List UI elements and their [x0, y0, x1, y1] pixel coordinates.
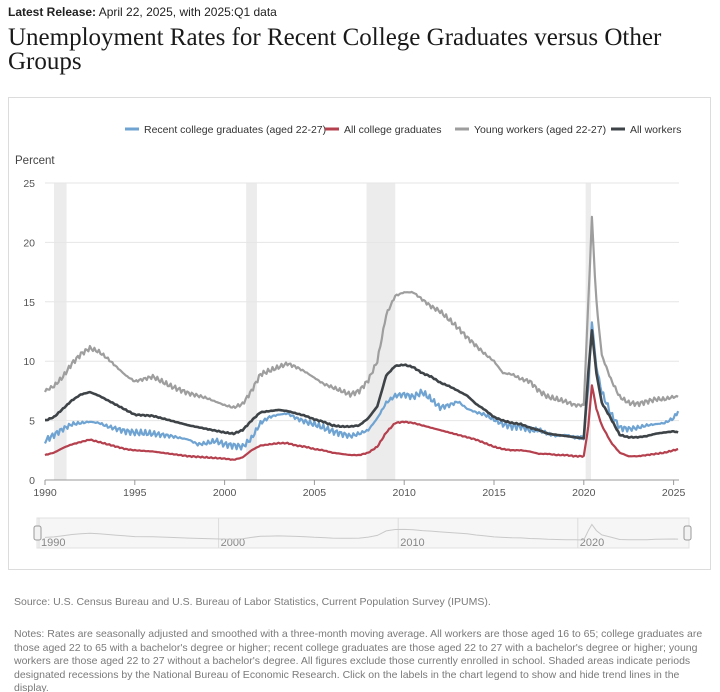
- series-line-3: [45, 329, 679, 440]
- navigator-tick-label-2010: 2010: [400, 537, 424, 549]
- x-tick-label-2005: 2005: [303, 487, 327, 499]
- y-tick-label-25: 25: [23, 178, 35, 190]
- y-tick-label-10: 10: [23, 356, 35, 368]
- x-tick-label-1995: 1995: [123, 487, 147, 499]
- release-label: Latest Release:: [8, 5, 97, 19]
- recession-band-1: [246, 183, 257, 480]
- y-tick-label-0: 0: [29, 475, 35, 487]
- series-line-1: [44, 384, 679, 461]
- navigator-tick-label-1990: 1990: [41, 537, 65, 549]
- y-axis-label: Percent: [15, 155, 55, 167]
- y-tick-label-5: 5: [29, 416, 35, 428]
- x-tick-label-2025: 2025: [662, 487, 686, 499]
- x-tick-label-1990: 1990: [33, 487, 57, 499]
- page-title: Unemployment Rates for Recent College Gr…: [8, 24, 662, 75]
- release-text: April 22, 2025, with 2025:Q1 data: [98, 5, 277, 19]
- legend-item-3[interactable]: All workers: [630, 124, 681, 136]
- x-tick-label-2000: 2000: [213, 487, 237, 499]
- navigator-tick-label-2020: 2020: [580, 537, 604, 549]
- x-tick-label-2010: 2010: [393, 487, 417, 499]
- series-line-2: [44, 215, 679, 409]
- y-tick-label-15: 15: [23, 297, 35, 309]
- navigator-series: [44, 523, 679, 541]
- legend-item-1[interactable]: All college graduates: [344, 124, 441, 136]
- navigator-handle-right[interactable]: [683, 525, 692, 541]
- recession-band-2: [366, 183, 396, 480]
- x-tick-label-2015: 2015: [482, 487, 506, 499]
- navigator-tick-label-2000: 2000: [221, 537, 245, 549]
- navigator-handle-left[interactable]: [33, 525, 42, 541]
- recession-band-0: [53, 183, 67, 480]
- release-line: Latest Release: April 22, 2025, with 202…: [8, 5, 277, 19]
- legend-item-2[interactable]: Young workers (aged 22-27): [474, 124, 606, 136]
- source-note: Source: U.S. Census Bureau and U.S. Bure…: [14, 596, 491, 608]
- recession-band-3: [585, 183, 591, 480]
- x-tick-label-2020: 2020: [572, 487, 596, 499]
- notes: Notes: Rates are seasonally adjusted and…: [14, 628, 703, 692]
- legend-item-0[interactable]: Recent college graduates (aged 22-27): [144, 124, 326, 136]
- y-tick-label-20: 20: [23, 237, 35, 249]
- chart-panel: 0 5 10 15 20 25 1990 1995 2000 2005 2010 2015 2020 20…: [8, 97, 711, 570]
